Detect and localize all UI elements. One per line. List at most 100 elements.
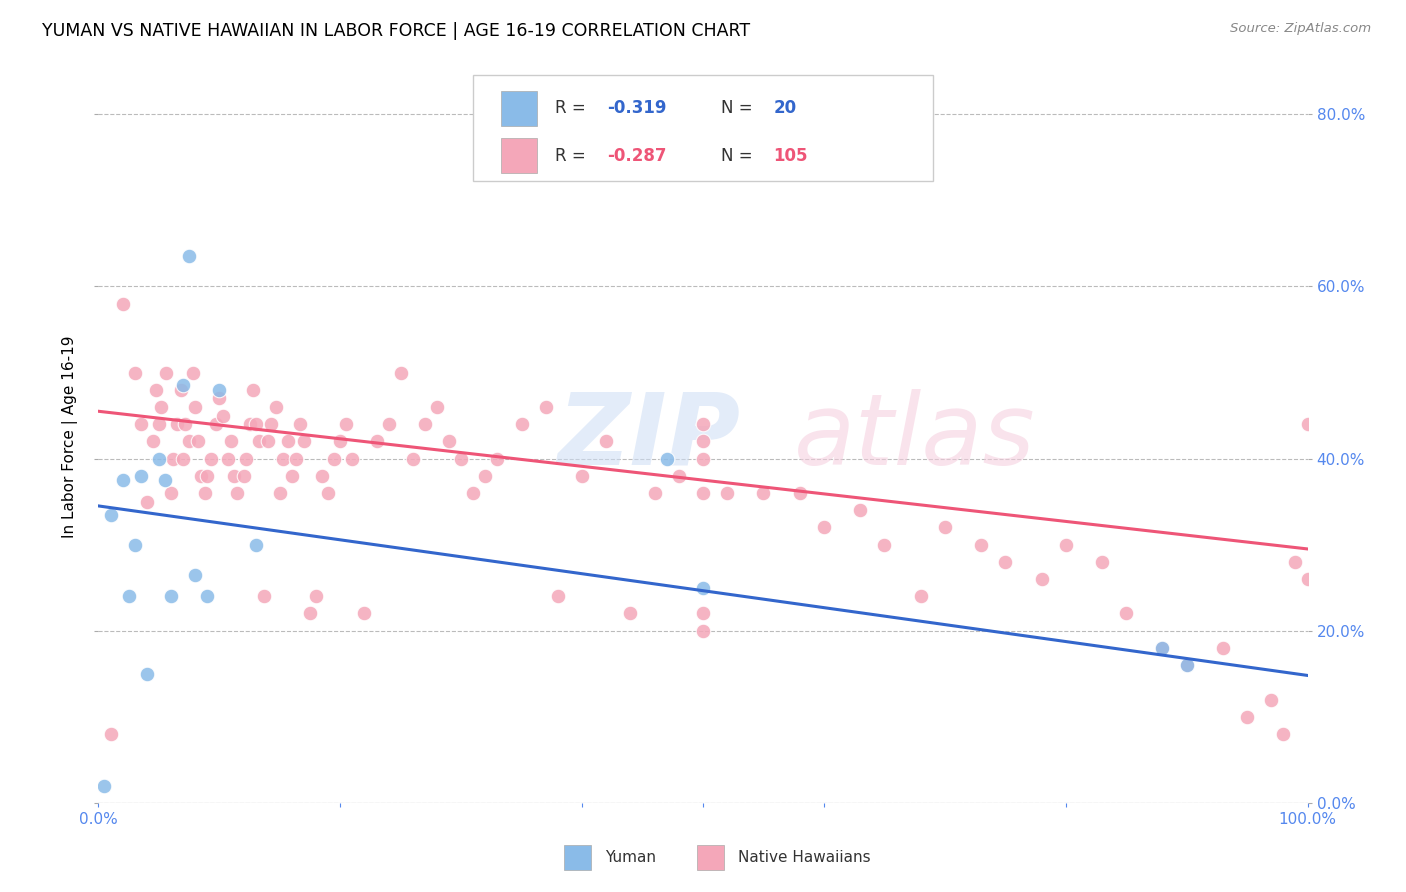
Point (692, 417, 714, 432)
Point (323, 451, 346, 466)
Point (195, 468, 218, 483)
FancyBboxPatch shape (474, 75, 932, 181)
Point (571, 468, 593, 483)
Point (200, 451, 222, 466)
Point (208, 383, 231, 397)
Point (187, 434, 209, 449)
Point (1272, 727, 1295, 741)
Point (873, 538, 896, 552)
Point (1236, 710, 1258, 724)
Point (247, 434, 270, 449)
Text: R =: R = (555, 99, 592, 117)
Point (245, 538, 267, 552)
FancyBboxPatch shape (697, 845, 724, 871)
Point (316, 486, 339, 500)
Text: Native Hawaiians: Native Hawaiians (738, 850, 870, 865)
Point (463, 486, 485, 500)
Point (184, 400, 207, 414)
Point (264, 400, 287, 414)
Point (195, 589, 218, 603)
Point (256, 434, 278, 449)
Point (100, 727, 122, 741)
Point (668, 468, 690, 483)
Point (692, 624, 714, 638)
Text: R =: R = (555, 146, 592, 165)
Point (335, 417, 357, 432)
Point (910, 589, 932, 603)
Point (217, 451, 239, 466)
Point (1175, 658, 1198, 673)
Point (260, 417, 283, 432)
Point (292, 434, 315, 449)
Point (239, 417, 262, 432)
Y-axis label: In Labor Force | Age 16-19: In Labor Force | Age 16-19 (62, 335, 79, 539)
Point (426, 400, 449, 414)
Point (155, 366, 177, 380)
Point (124, 366, 146, 380)
Text: ZIP: ZIP (558, 389, 741, 485)
Point (184, 567, 207, 582)
Point (208, 392, 231, 406)
Point (221, 434, 243, 449)
Point (595, 434, 617, 449)
Point (1152, 640, 1174, 655)
Point (994, 555, 1017, 569)
Point (222, 468, 245, 483)
Point (547, 589, 569, 603)
Point (1091, 555, 1114, 569)
Text: atlas: atlas (793, 389, 1035, 485)
Point (204, 417, 226, 432)
Point (142, 434, 165, 449)
Point (124, 538, 146, 552)
FancyBboxPatch shape (501, 91, 537, 126)
Point (1296, 572, 1319, 586)
Text: 105: 105 (773, 146, 807, 165)
Point (342, 451, 364, 466)
Point (450, 451, 472, 466)
Point (281, 468, 304, 483)
Point (849, 503, 872, 517)
Point (284, 451, 307, 466)
Point (1054, 538, 1077, 552)
Point (692, 434, 714, 449)
Point (353, 607, 375, 621)
Point (242, 383, 264, 397)
Point (150, 400, 173, 414)
Point (311, 468, 333, 483)
Point (235, 451, 257, 466)
Text: 20: 20 (773, 99, 796, 117)
Point (413, 417, 436, 432)
Point (245, 417, 267, 432)
Point (299, 607, 322, 621)
Point (153, 473, 176, 487)
Point (716, 486, 738, 500)
FancyBboxPatch shape (501, 138, 537, 173)
Point (232, 468, 254, 483)
Point (437, 434, 460, 449)
Point (226, 486, 249, 500)
Point (172, 378, 194, 392)
Point (402, 451, 425, 466)
Point (1284, 555, 1306, 569)
Point (752, 486, 775, 500)
Point (655, 451, 678, 466)
Point (118, 589, 141, 603)
Point (329, 434, 352, 449)
Point (1296, 417, 1319, 432)
Point (273, 451, 295, 466)
Point (934, 520, 956, 534)
Point (789, 486, 811, 500)
Point (290, 417, 312, 432)
Point (160, 589, 183, 603)
Point (166, 417, 188, 432)
Point (190, 468, 212, 483)
Point (692, 451, 714, 466)
Point (1031, 572, 1053, 586)
Point (174, 417, 197, 432)
Text: YUMAN VS NATIVE HAWAIIAN IN LABOR FORCE | AGE 16-19 CORRELATION CHART: YUMAN VS NATIVE HAWAIIAN IN LABOR FORCE … (42, 22, 751, 40)
Point (269, 486, 291, 500)
Point (1152, 640, 1174, 655)
Point (305, 589, 328, 603)
Point (692, 581, 714, 595)
Point (277, 434, 299, 449)
